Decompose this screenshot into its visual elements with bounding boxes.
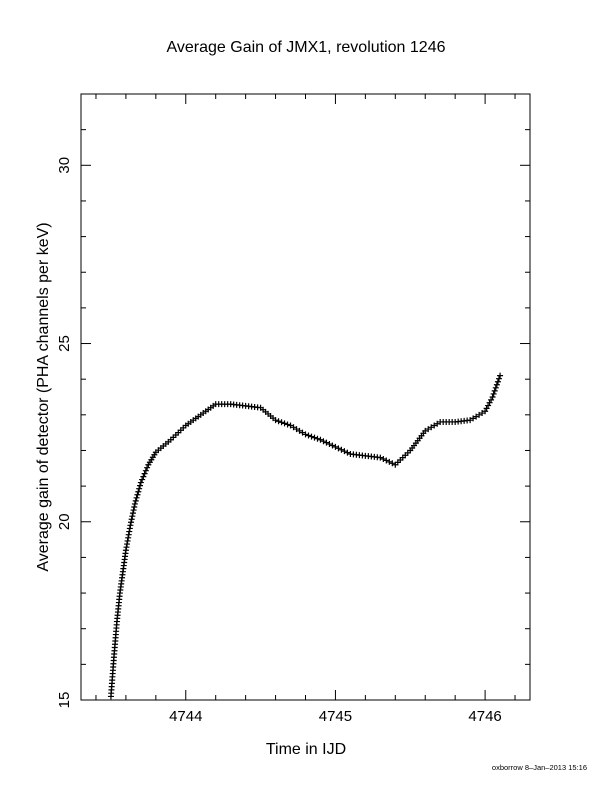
data-points xyxy=(107,372,504,700)
data-point xyxy=(134,491,141,498)
x-tick-label: 4746 xyxy=(468,708,501,725)
data-point xyxy=(127,522,134,529)
data-point xyxy=(314,435,321,442)
data-point xyxy=(495,375,502,382)
data-point xyxy=(389,460,396,467)
data-point xyxy=(341,448,348,455)
data-point xyxy=(136,485,143,492)
data-point xyxy=(142,467,149,474)
data-point xyxy=(302,431,309,438)
data-point xyxy=(278,419,285,426)
data-point xyxy=(491,387,498,394)
data-point xyxy=(130,507,137,514)
data-point xyxy=(129,510,136,517)
data-point xyxy=(488,396,495,403)
data-point xyxy=(323,439,330,446)
data-point xyxy=(308,433,315,440)
data-point xyxy=(486,399,493,406)
data-point xyxy=(141,470,148,477)
data-point xyxy=(380,456,387,463)
data-point xyxy=(128,519,135,526)
chart-title: Average Gain of JMX1, revolution 1246 xyxy=(167,39,446,56)
data-point xyxy=(281,420,288,427)
x-tick-label: 4745 xyxy=(319,708,352,725)
footer-timestamp: oxborrow 8–Jan–2013 15:16 xyxy=(492,763,587,772)
data-point xyxy=(485,402,492,409)
data-point xyxy=(489,394,496,400)
y-tick-label: 20 xyxy=(56,513,73,530)
y-axis-label: Average gain of detector (PHA channels p… xyxy=(35,222,52,571)
data-point xyxy=(305,432,312,439)
data-point xyxy=(135,488,142,495)
data-point xyxy=(494,378,501,385)
data-point xyxy=(383,457,390,464)
data-point xyxy=(493,381,500,388)
data-point xyxy=(132,497,139,504)
data-point xyxy=(492,384,499,391)
data-point xyxy=(139,476,146,483)
data-point xyxy=(272,417,279,424)
data-point xyxy=(129,513,136,520)
data-point xyxy=(140,473,147,480)
data-point xyxy=(133,494,140,501)
data-point xyxy=(317,436,324,443)
data-point xyxy=(326,441,333,448)
data-point xyxy=(386,458,393,465)
x-tick-label: 4744 xyxy=(169,708,202,725)
data-point xyxy=(131,503,138,510)
x-axis-label: Time in IJD xyxy=(266,741,346,758)
data-point xyxy=(320,438,327,445)
data-point xyxy=(497,372,504,379)
data-point xyxy=(483,405,490,412)
data-point xyxy=(144,464,151,471)
data-point xyxy=(490,390,497,397)
data-point xyxy=(284,421,291,428)
data-point xyxy=(338,446,345,453)
data-point xyxy=(377,454,384,461)
data-point xyxy=(137,479,144,486)
y-tick-label: 25 xyxy=(56,335,73,352)
data-point xyxy=(137,482,144,489)
y-tick-label: 15 xyxy=(56,692,73,709)
y-tick-labels: 15 20 25 30 xyxy=(56,157,73,708)
data-point xyxy=(311,434,318,441)
data-point xyxy=(332,443,339,450)
data-point xyxy=(275,418,282,425)
tick-marks xyxy=(81,94,530,700)
data-point xyxy=(131,500,138,507)
data-point xyxy=(344,449,351,456)
data-point xyxy=(329,442,336,449)
y-tick-label: 30 xyxy=(56,157,73,174)
x-tick-labels: 4744 4745 4746 xyxy=(169,708,502,725)
plot-frame xyxy=(80,93,531,701)
data-point xyxy=(128,516,135,523)
data-point xyxy=(335,445,342,452)
